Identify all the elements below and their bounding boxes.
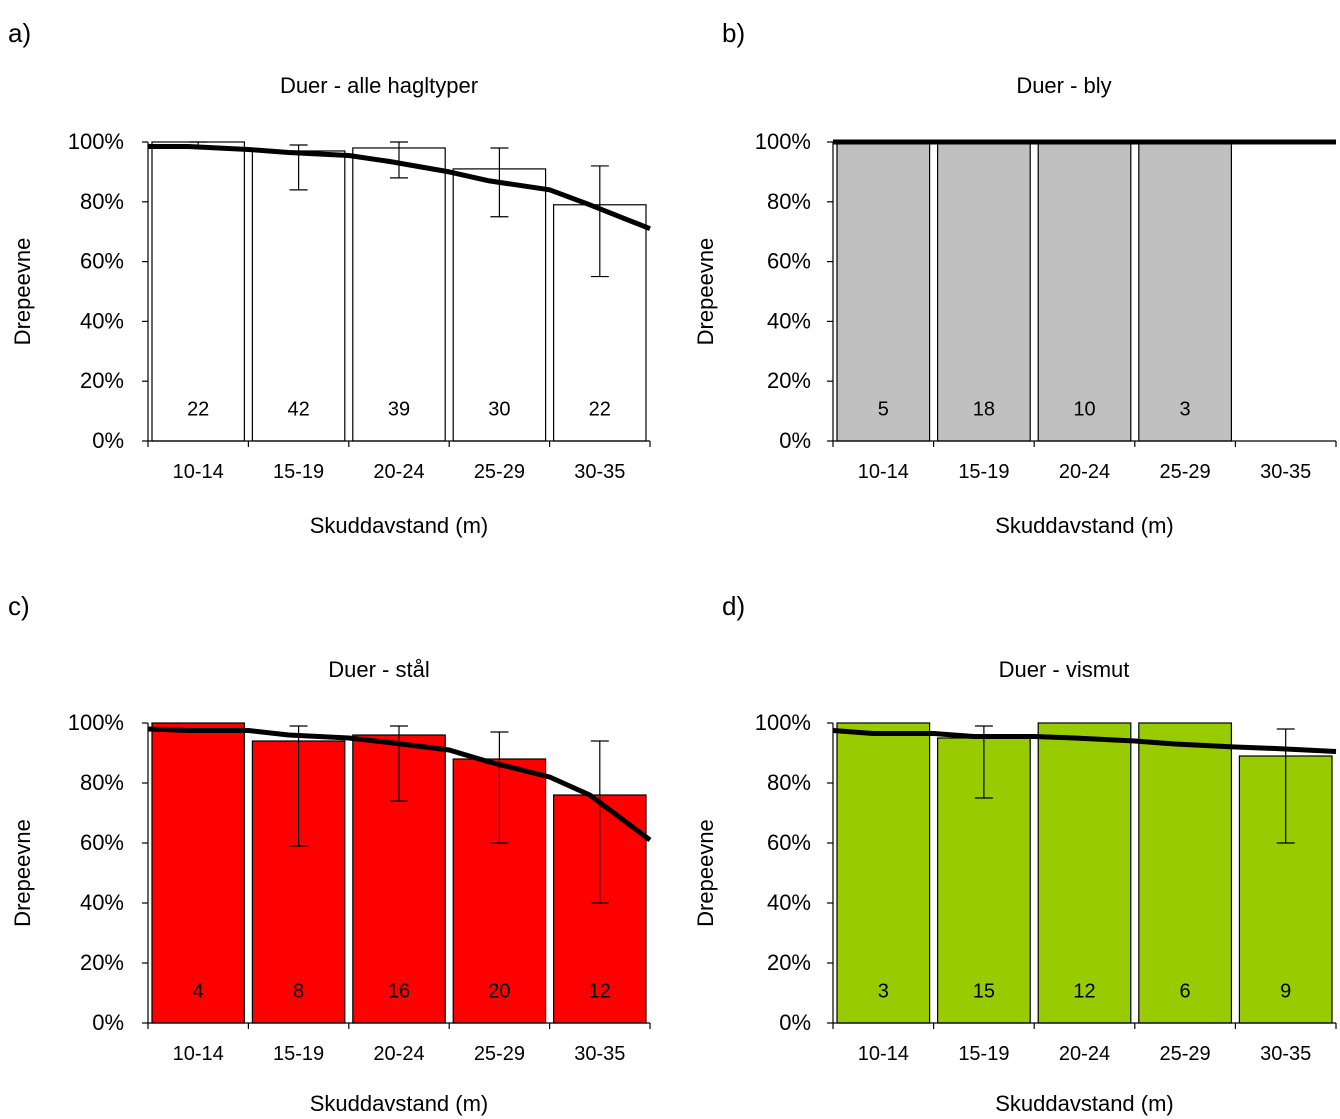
panel-label: c) (8, 591, 30, 621)
x-tick-label: 25-29 (1160, 1043, 1211, 1065)
y-axis-label: Drepeevne (10, 819, 35, 927)
x-tick-label: 10-14 (858, 1043, 909, 1065)
bar-count-label: 42 (287, 399, 309, 421)
x-tick-label: 30-35 (1260, 461, 1311, 483)
bar-count-label: 5 (878, 399, 889, 421)
bar (1138, 722, 1233, 1024)
bar-count-label: 3 (1180, 399, 1191, 421)
y-tick-label: 0% (92, 428, 124, 453)
y-axis-label: Drepeevne (693, 819, 718, 927)
bar (936, 141, 1031, 442)
x-tick-label: 10-14 (173, 461, 224, 483)
bar-count-label: 12 (589, 981, 611, 1003)
chart-panel-3: c) Duer - stål Drepeevne Skuddavstand (m) 4 8… (8, 591, 652, 1116)
y-tick-label: 40% (80, 890, 124, 915)
bar (836, 141, 931, 442)
y-tick-label: 60% (767, 249, 811, 274)
panel-label: a) (8, 18, 31, 48)
y-tick-label: 0% (779, 428, 811, 453)
chart-title: Duer - alle hagltyper (280, 73, 478, 98)
y-tick-label: 40% (767, 890, 811, 915)
bar-count-label: 4 (193, 981, 204, 1003)
x-axis-label: Skuddavstand (m) (310, 1091, 489, 1116)
bar (1037, 141, 1132, 442)
y-tick-label: 0% (92, 1010, 124, 1035)
y-tick-label: 80% (767, 770, 811, 795)
bar (151, 722, 246, 1024)
bar-count-label: 10 (1073, 399, 1095, 421)
x-axis-label: Skuddavstand (m) (995, 1091, 1174, 1116)
bar-count-label: 30 (488, 399, 510, 421)
bar-count-label: 3 (878, 981, 889, 1003)
x-axis-label: Skuddavstand (m) (995, 513, 1174, 538)
bar-count-label: 6 (1180, 981, 1191, 1003)
bar-count-label: 16 (388, 981, 410, 1003)
x-tick-label: 15-19 (273, 461, 324, 483)
y-tick-label: 20% (767, 950, 811, 975)
panel-label: b) (722, 18, 745, 48)
y-tick-label: 20% (80, 950, 124, 975)
bar-count-label: 22 (187, 399, 209, 421)
bar (1138, 141, 1233, 442)
y-tick-label: 0% (779, 1010, 811, 1035)
x-tick-label: 30-35 (1260, 1043, 1311, 1065)
bar (151, 141, 246, 442)
x-tick-label: 20-24 (373, 1043, 424, 1065)
bar (251, 150, 346, 442)
x-tick-label: 30-35 (574, 1043, 625, 1065)
chart-panel-4: d) Duer - vismut Drepeevne Skuddavstand (m)… (693, 591, 1337, 1116)
x-tick-label: 30-35 (574, 461, 625, 483)
y-tick-label: 100% (68, 129, 124, 154)
trend-line (147, 726, 652, 843)
bar-count-label: 20 (488, 981, 510, 1003)
x-tick-label: 20-24 (1059, 1043, 1110, 1065)
y-tick-label: 80% (80, 189, 124, 214)
x-axis-label: Skuddavstand (m) (310, 513, 489, 538)
x-tick-label: 20-24 (373, 461, 424, 483)
y-tick-label: 20% (767, 368, 811, 393)
chart-title: Duer - stål (328, 657, 429, 682)
bar-count-label: 9 (1280, 981, 1291, 1003)
x-tick-label: 15-19 (958, 461, 1009, 483)
x-tick-label: 10-14 (173, 1043, 224, 1065)
y-tick-label: 100% (755, 710, 811, 735)
x-tick-label: 20-24 (1059, 461, 1110, 483)
x-tick-label: 10-14 (858, 461, 909, 483)
y-tick-label: 100% (755, 129, 811, 154)
bar (352, 147, 446, 442)
x-tick-label: 15-19 (958, 1043, 1009, 1065)
chart-panel-1: a) Duer - alle hagltyper Drepeevne Skuddavs… (8, 18, 651, 538)
x-tick-label: 25-29 (474, 1043, 525, 1065)
chart-title: Duer - bly (1016, 73, 1111, 98)
x-tick-label: 25-29 (1160, 461, 1211, 483)
y-tick-label: 100% (68, 710, 124, 735)
x-tick-label: 15-19 (273, 1043, 324, 1065)
y-tick-label: 60% (80, 249, 124, 274)
y-axis-label: Drepeevne (10, 238, 35, 346)
chart-panel-2: b) Duer - bly Drepeevne Skuddavstand (m) 5 18… (693, 18, 1337, 538)
bar (836, 722, 931, 1024)
bar-count-label: 8 (293, 981, 304, 1003)
trend-line (148, 144, 651, 232)
y-tick-label: 80% (80, 770, 124, 795)
bar-count-label: 15 (973, 981, 995, 1003)
bar-count-label: 22 (589, 399, 611, 421)
chart-title: Duer - vismut (999, 657, 1130, 682)
bar (1037, 722, 1132, 1024)
x-tick-label: 25-29 (474, 461, 525, 483)
y-tick-label: 20% (80, 368, 124, 393)
bar-count-label: 39 (388, 399, 410, 421)
y-tick-label: 40% (80, 308, 124, 333)
y-tick-label: 80% (767, 189, 811, 214)
bar-count-label: 12 (1073, 981, 1095, 1003)
y-axis-label: Drepeevne (693, 238, 718, 346)
bar-count-label: 18 (973, 399, 995, 421)
y-tick-label: 60% (80, 830, 124, 855)
y-tick-label: 40% (767, 308, 811, 333)
trend-line (832, 728, 1337, 754)
y-tick-label: 60% (767, 830, 811, 855)
panel-label: d) (722, 591, 745, 621)
